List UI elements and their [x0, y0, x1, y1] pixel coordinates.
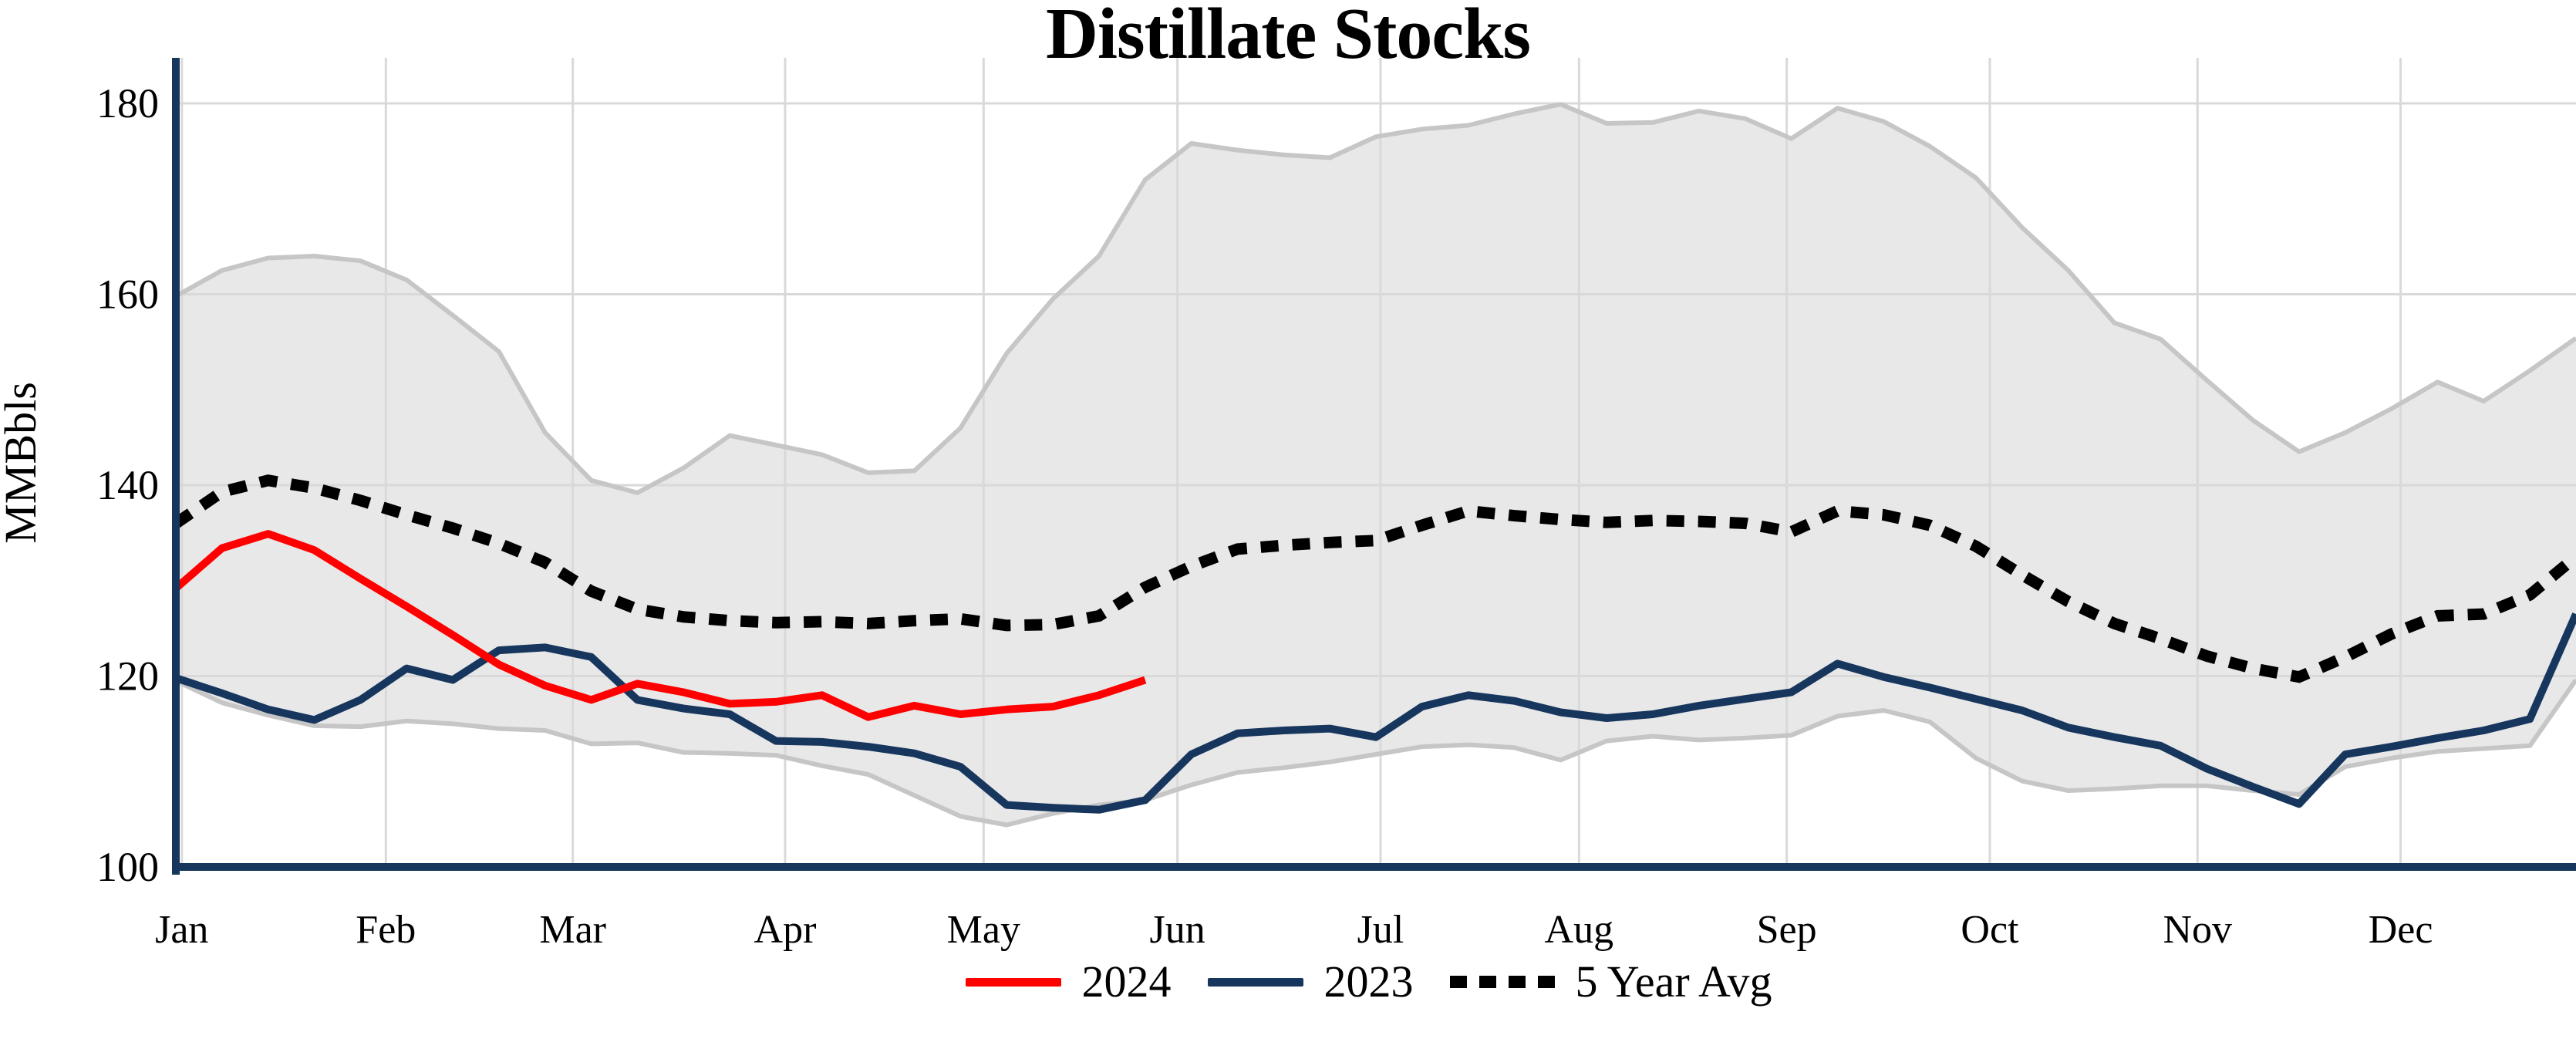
legend: 2024 2023 5 Year Avg: [81, 960, 2576, 1004]
svg-text:180: 180: [96, 80, 159, 126]
legend-label-2024: 2024: [1081, 956, 1172, 1007]
svg-text:Jun: Jun: [1150, 908, 1205, 952]
svg-text:Mar: Mar: [539, 908, 606, 952]
svg-text:May: May: [947, 908, 1020, 952]
svg-text:140: 140: [96, 462, 159, 508]
svg-text:Dec: Dec: [2369, 908, 2433, 952]
legend-label-5yr-avg: 5 Year Avg: [1575, 956, 1772, 1007]
chart-title: Distillate Stocks: [1046, 0, 1531, 74]
svg-text:100: 100: [96, 844, 159, 890]
svg-text:Sep: Sep: [1757, 908, 1817, 952]
x-axis-spine: [172, 863, 2576, 871]
month-labels: Jan Feb Mar Apr May Jun Jul Aug Sep Oct Nov Dec: [155, 908, 2433, 952]
legend-item-2023: 2023: [1208, 960, 1413, 1004]
svg-text:Oct: Oct: [1961, 908, 2019, 952]
svg-text:Nov: Nov: [2163, 908, 2232, 952]
y-axis-spine: [172, 58, 180, 875]
band-min-edge: [174, 678, 2576, 828]
dotted-line-swatch-icon: [1450, 976, 1556, 988]
svg-text:Aug: Aug: [1545, 908, 1614, 952]
y-axis-title: MMBbls: [0, 382, 46, 544]
band-area: [176, 104, 2576, 825]
navy-line-swatch-icon: [1208, 977, 1304, 987]
svg-text:Jul: Jul: [1357, 908, 1404, 952]
legend-item-2024: 2024: [966, 960, 1171, 1004]
svg-text:Feb: Feb: [356, 908, 416, 952]
band-max-edge: [174, 102, 2576, 495]
series-2024: [173, 530, 1147, 721]
svg-text:Jan: Jan: [155, 908, 208, 952]
series-5-year-avg: [172, 474, 2576, 683]
y-tick-labels: 100 120 140 160 180: [96, 80, 159, 890]
legend-label-2023: 2023: [1323, 956, 1414, 1007]
series-2023: [174, 612, 2576, 814]
svg-text:120: 120: [96, 653, 159, 700]
legend-item-5yr-avg: 5 Year Avg: [1450, 960, 1772, 1004]
svg-text:160: 160: [96, 272, 159, 318]
red-line-swatch-icon: [966, 977, 1062, 987]
svg-text:Apr: Apr: [754, 908, 817, 952]
